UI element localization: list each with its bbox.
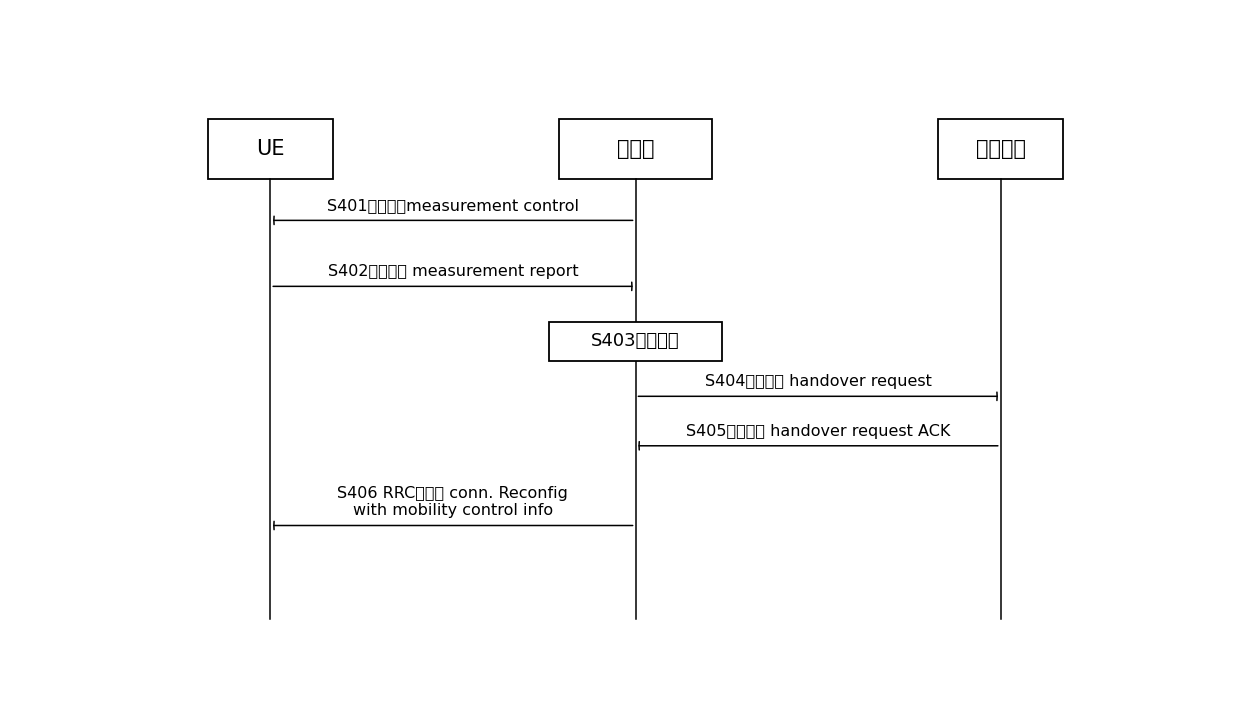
- Bar: [558, 119, 712, 179]
- Text: UE: UE: [257, 139, 284, 159]
- Text: S403切换决定: S403切换决定: [591, 332, 680, 351]
- Bar: [208, 119, 332, 179]
- Text: S401测量控制measurement control: S401测量控制measurement control: [327, 198, 579, 213]
- Text: S404切换请求 handover request: S404切换请求 handover request: [704, 374, 931, 389]
- Text: 源基站: 源基站: [616, 139, 655, 159]
- Text: 目标基站: 目标基站: [976, 139, 1025, 159]
- Text: S402测量报告 measurement report: S402测量报告 measurement report: [327, 264, 578, 279]
- Text: S405切换反馈 handover request ACK: S405切换反馈 handover request ACK: [686, 423, 950, 438]
- Text: S406 RRC重配置 conn. Reconfig
with mobility control info: S406 RRC重配置 conn. Reconfig with mobility…: [337, 486, 568, 518]
- Bar: [549, 321, 722, 361]
- Bar: [939, 119, 1063, 179]
